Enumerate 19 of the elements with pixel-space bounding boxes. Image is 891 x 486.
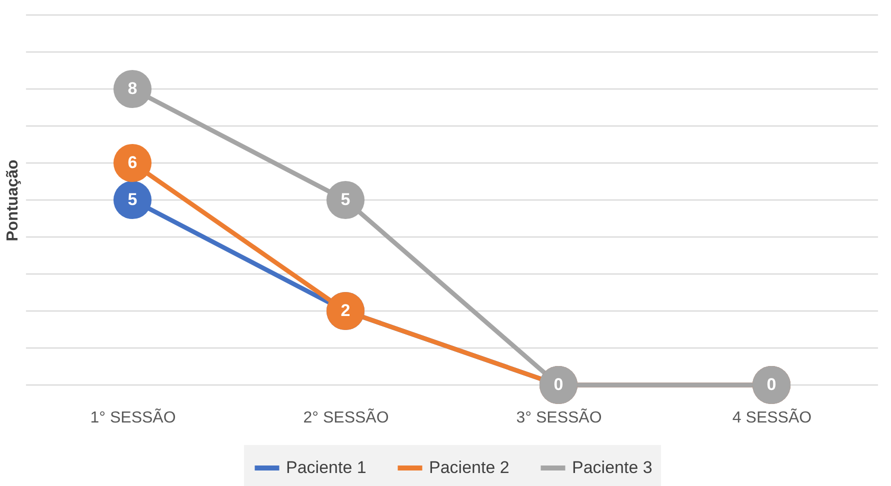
data-label: 0 xyxy=(554,375,564,394)
x-tick-label: 3° SESSÃO xyxy=(516,408,602,426)
x-tick-label: 1° SESSÃO xyxy=(90,408,176,426)
legend-label: Paciente 1 xyxy=(286,458,366,477)
point xyxy=(113,70,152,108)
data-label: 8 xyxy=(128,79,138,98)
data-label: 6 xyxy=(128,153,138,172)
y-axis-title: Pontuação xyxy=(4,159,22,242)
data-label: 2 xyxy=(340,301,350,320)
point xyxy=(113,144,152,182)
x-tick-label: 2° SESSÃO xyxy=(303,408,389,426)
point xyxy=(113,181,152,219)
x-tick-label: 4 SESSÃO xyxy=(732,408,812,426)
point xyxy=(326,181,365,219)
legend-label: Paciente 3 xyxy=(572,458,652,477)
data-label: 5 xyxy=(340,190,350,209)
data-label: 0 xyxy=(766,375,776,394)
legend-label: Paciente 2 xyxy=(429,458,510,477)
data-label: 5 xyxy=(128,190,138,209)
